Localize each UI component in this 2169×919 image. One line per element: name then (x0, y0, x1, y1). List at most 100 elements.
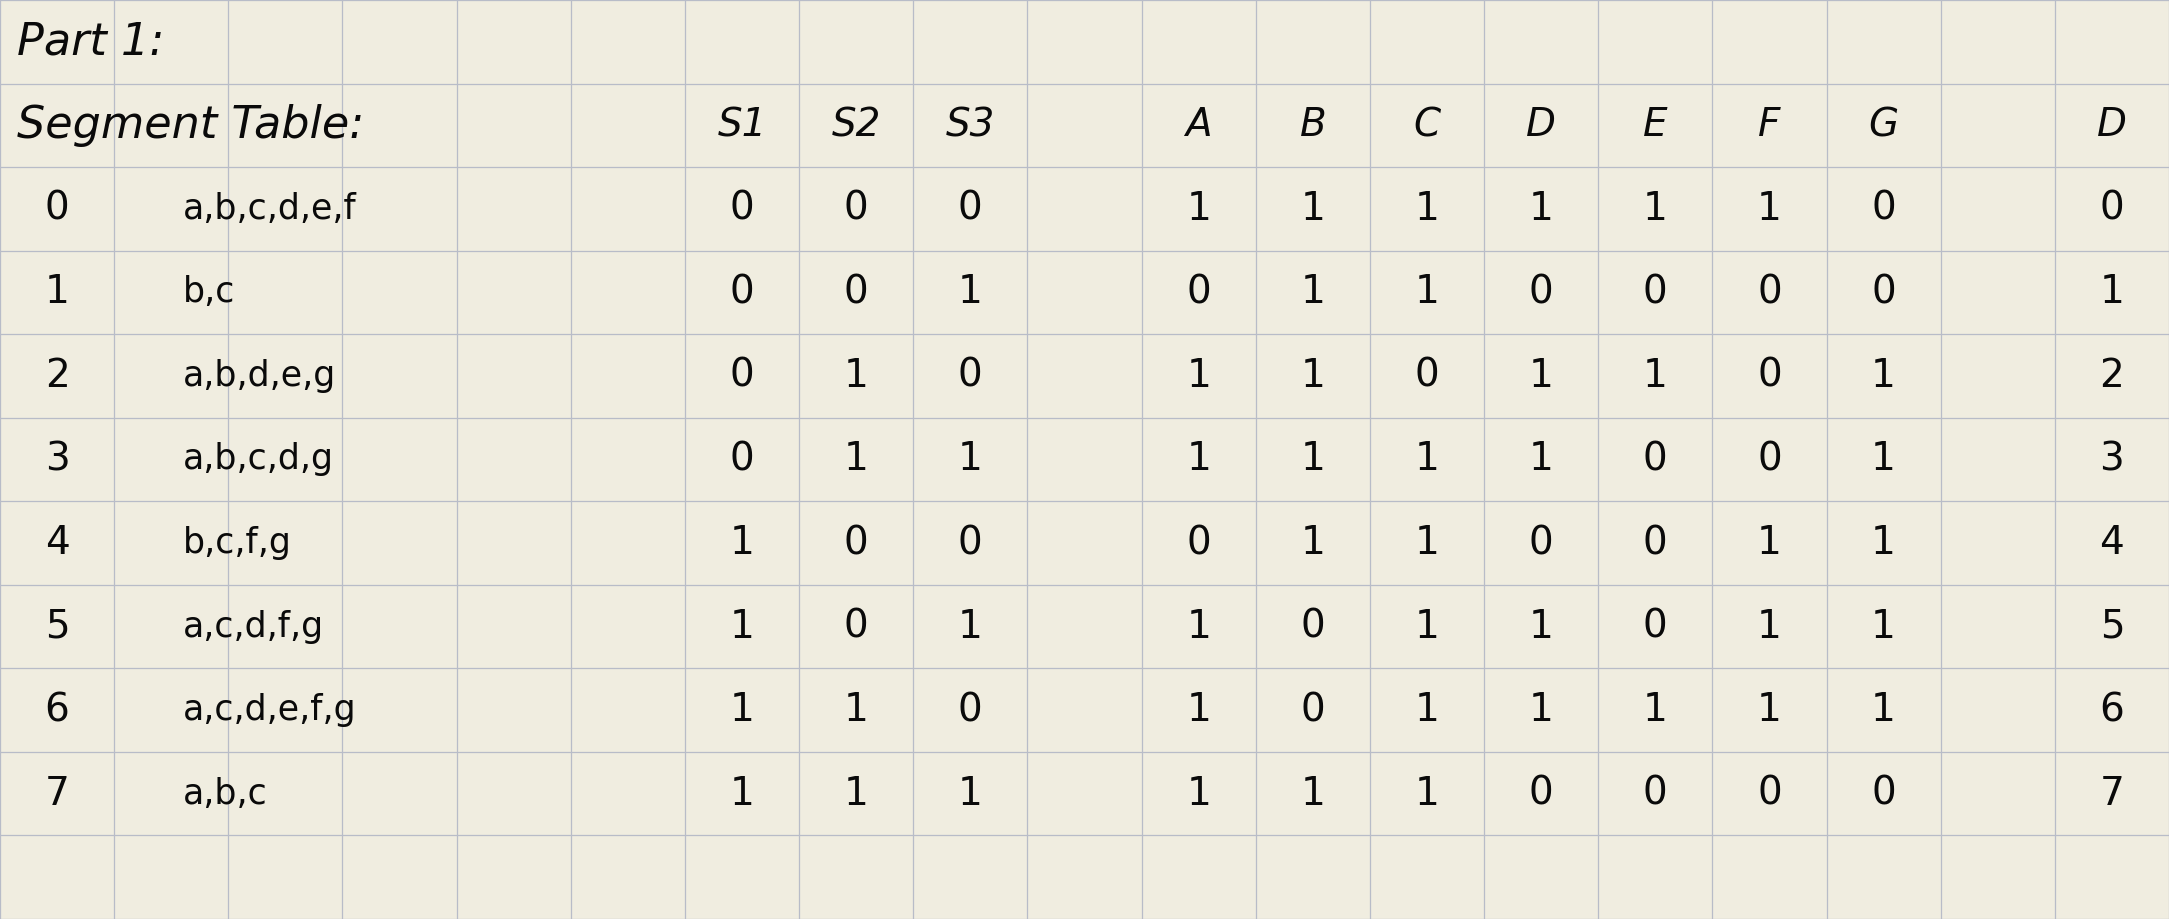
Text: 5: 5 (2100, 607, 2123, 645)
Text: 1: 1 (1301, 440, 1325, 479)
Text: 0: 0 (1872, 274, 1896, 312)
Text: A: A (1184, 107, 1212, 144)
Text: 1: 1 (1186, 440, 1210, 479)
Text: 1: 1 (1414, 691, 1440, 729)
Text: 1: 1 (1529, 190, 1553, 228)
Text: 1: 1 (1872, 607, 1896, 645)
Text: 0: 0 (959, 691, 983, 729)
Text: 1: 1 (46, 274, 69, 312)
Text: a,b,c,d,e,f: a,b,c,d,e,f (182, 192, 356, 226)
Text: 0: 0 (959, 524, 983, 562)
Text: 1: 1 (1529, 440, 1553, 479)
Text: 1: 1 (959, 274, 983, 312)
Text: 0: 0 (844, 274, 868, 312)
Text: 0: 0 (1642, 775, 1668, 812)
Text: S2: S2 (831, 107, 881, 144)
Text: 0: 0 (1529, 524, 1553, 562)
Text: 1: 1 (844, 357, 868, 395)
Text: 1: 1 (1529, 691, 1553, 729)
Text: 0: 0 (1642, 524, 1668, 562)
Text: 1: 1 (1414, 524, 1440, 562)
Text: Segment Table:: Segment Table: (17, 104, 364, 147)
Text: 1: 1 (1757, 524, 1783, 562)
Text: 1: 1 (1529, 357, 1553, 395)
Text: 0: 0 (1642, 607, 1668, 645)
Text: 1: 1 (1186, 607, 1210, 645)
Text: 1: 1 (1757, 691, 1783, 729)
Text: Part 1:: Part 1: (17, 20, 165, 63)
Text: 0: 0 (844, 524, 868, 562)
Text: 0: 0 (1757, 274, 1781, 312)
Text: 0: 0 (1301, 607, 1325, 645)
Text: 1: 1 (1872, 524, 1896, 562)
Text: 0: 0 (1301, 691, 1325, 729)
Text: C: C (1414, 107, 1440, 144)
Text: 0: 0 (1529, 274, 1553, 312)
Text: b,c,f,g: b,c,f,g (182, 526, 291, 560)
Text: 1: 1 (729, 691, 755, 729)
Text: D: D (2097, 107, 2128, 144)
Text: 1: 1 (1642, 190, 1668, 228)
Text: b,c: b,c (182, 276, 234, 310)
Text: 0: 0 (1642, 274, 1668, 312)
Text: 1: 1 (729, 524, 755, 562)
Text: 0: 0 (1642, 440, 1668, 479)
Text: 0: 0 (1872, 775, 1896, 812)
Text: 0: 0 (959, 190, 983, 228)
Text: 1: 1 (1301, 357, 1325, 395)
Text: 1: 1 (959, 775, 983, 812)
Text: 5: 5 (46, 607, 69, 645)
Text: 1: 1 (1872, 691, 1896, 729)
Text: 1: 1 (1529, 607, 1553, 645)
Text: 0: 0 (1757, 440, 1781, 479)
Text: 1: 1 (1414, 775, 1440, 812)
Text: 1: 1 (1301, 274, 1325, 312)
Text: 0: 0 (1872, 190, 1896, 228)
Text: 0: 0 (1529, 775, 1553, 812)
Text: 1: 1 (959, 607, 983, 645)
Text: F: F (1759, 107, 1781, 144)
Text: 0: 0 (46, 190, 69, 228)
Text: 1: 1 (1414, 440, 1440, 479)
Text: S1: S1 (718, 107, 766, 144)
Text: 1: 1 (729, 607, 755, 645)
Text: 0: 0 (729, 357, 755, 395)
Text: 0: 0 (959, 357, 983, 395)
Text: 0: 0 (844, 190, 868, 228)
Text: a,b,c,d,g: a,b,c,d,g (182, 443, 334, 476)
Text: 1: 1 (1301, 524, 1325, 562)
Text: 4: 4 (2100, 524, 2123, 562)
Text: 1: 1 (1186, 775, 1210, 812)
Text: 1: 1 (844, 775, 868, 812)
Text: 7: 7 (46, 775, 69, 812)
Text: 7: 7 (2100, 775, 2123, 812)
Text: 1: 1 (1301, 775, 1325, 812)
Text: 1: 1 (2100, 274, 2123, 312)
Text: B: B (1299, 107, 1325, 144)
Text: a,c,d,f,g: a,c,d,f,g (182, 609, 323, 643)
Text: 0: 0 (1757, 775, 1781, 812)
Text: D: D (1527, 107, 1555, 144)
Text: 0: 0 (1186, 524, 1210, 562)
Text: 1: 1 (1186, 357, 1210, 395)
Text: 0: 0 (1186, 274, 1210, 312)
Text: 0: 0 (729, 440, 755, 479)
Text: 6: 6 (2100, 691, 2123, 729)
Text: 0: 0 (1757, 357, 1781, 395)
Text: 0: 0 (729, 190, 755, 228)
Text: 1: 1 (959, 440, 983, 479)
Text: 1: 1 (729, 775, 755, 812)
Text: 1: 1 (1757, 190, 1783, 228)
Text: a,b,d,e,g: a,b,d,e,g (182, 359, 336, 393)
Text: S3: S3 (946, 107, 996, 144)
Text: 1: 1 (1414, 274, 1440, 312)
Text: 6: 6 (46, 691, 69, 729)
Text: 1: 1 (844, 440, 868, 479)
Text: 1: 1 (1872, 440, 1896, 479)
Text: 2: 2 (46, 357, 69, 395)
Text: 1: 1 (1642, 357, 1668, 395)
Text: 1: 1 (1642, 691, 1668, 729)
Text: 0: 0 (844, 607, 868, 645)
Text: 0: 0 (729, 274, 755, 312)
Text: 3: 3 (46, 440, 69, 479)
